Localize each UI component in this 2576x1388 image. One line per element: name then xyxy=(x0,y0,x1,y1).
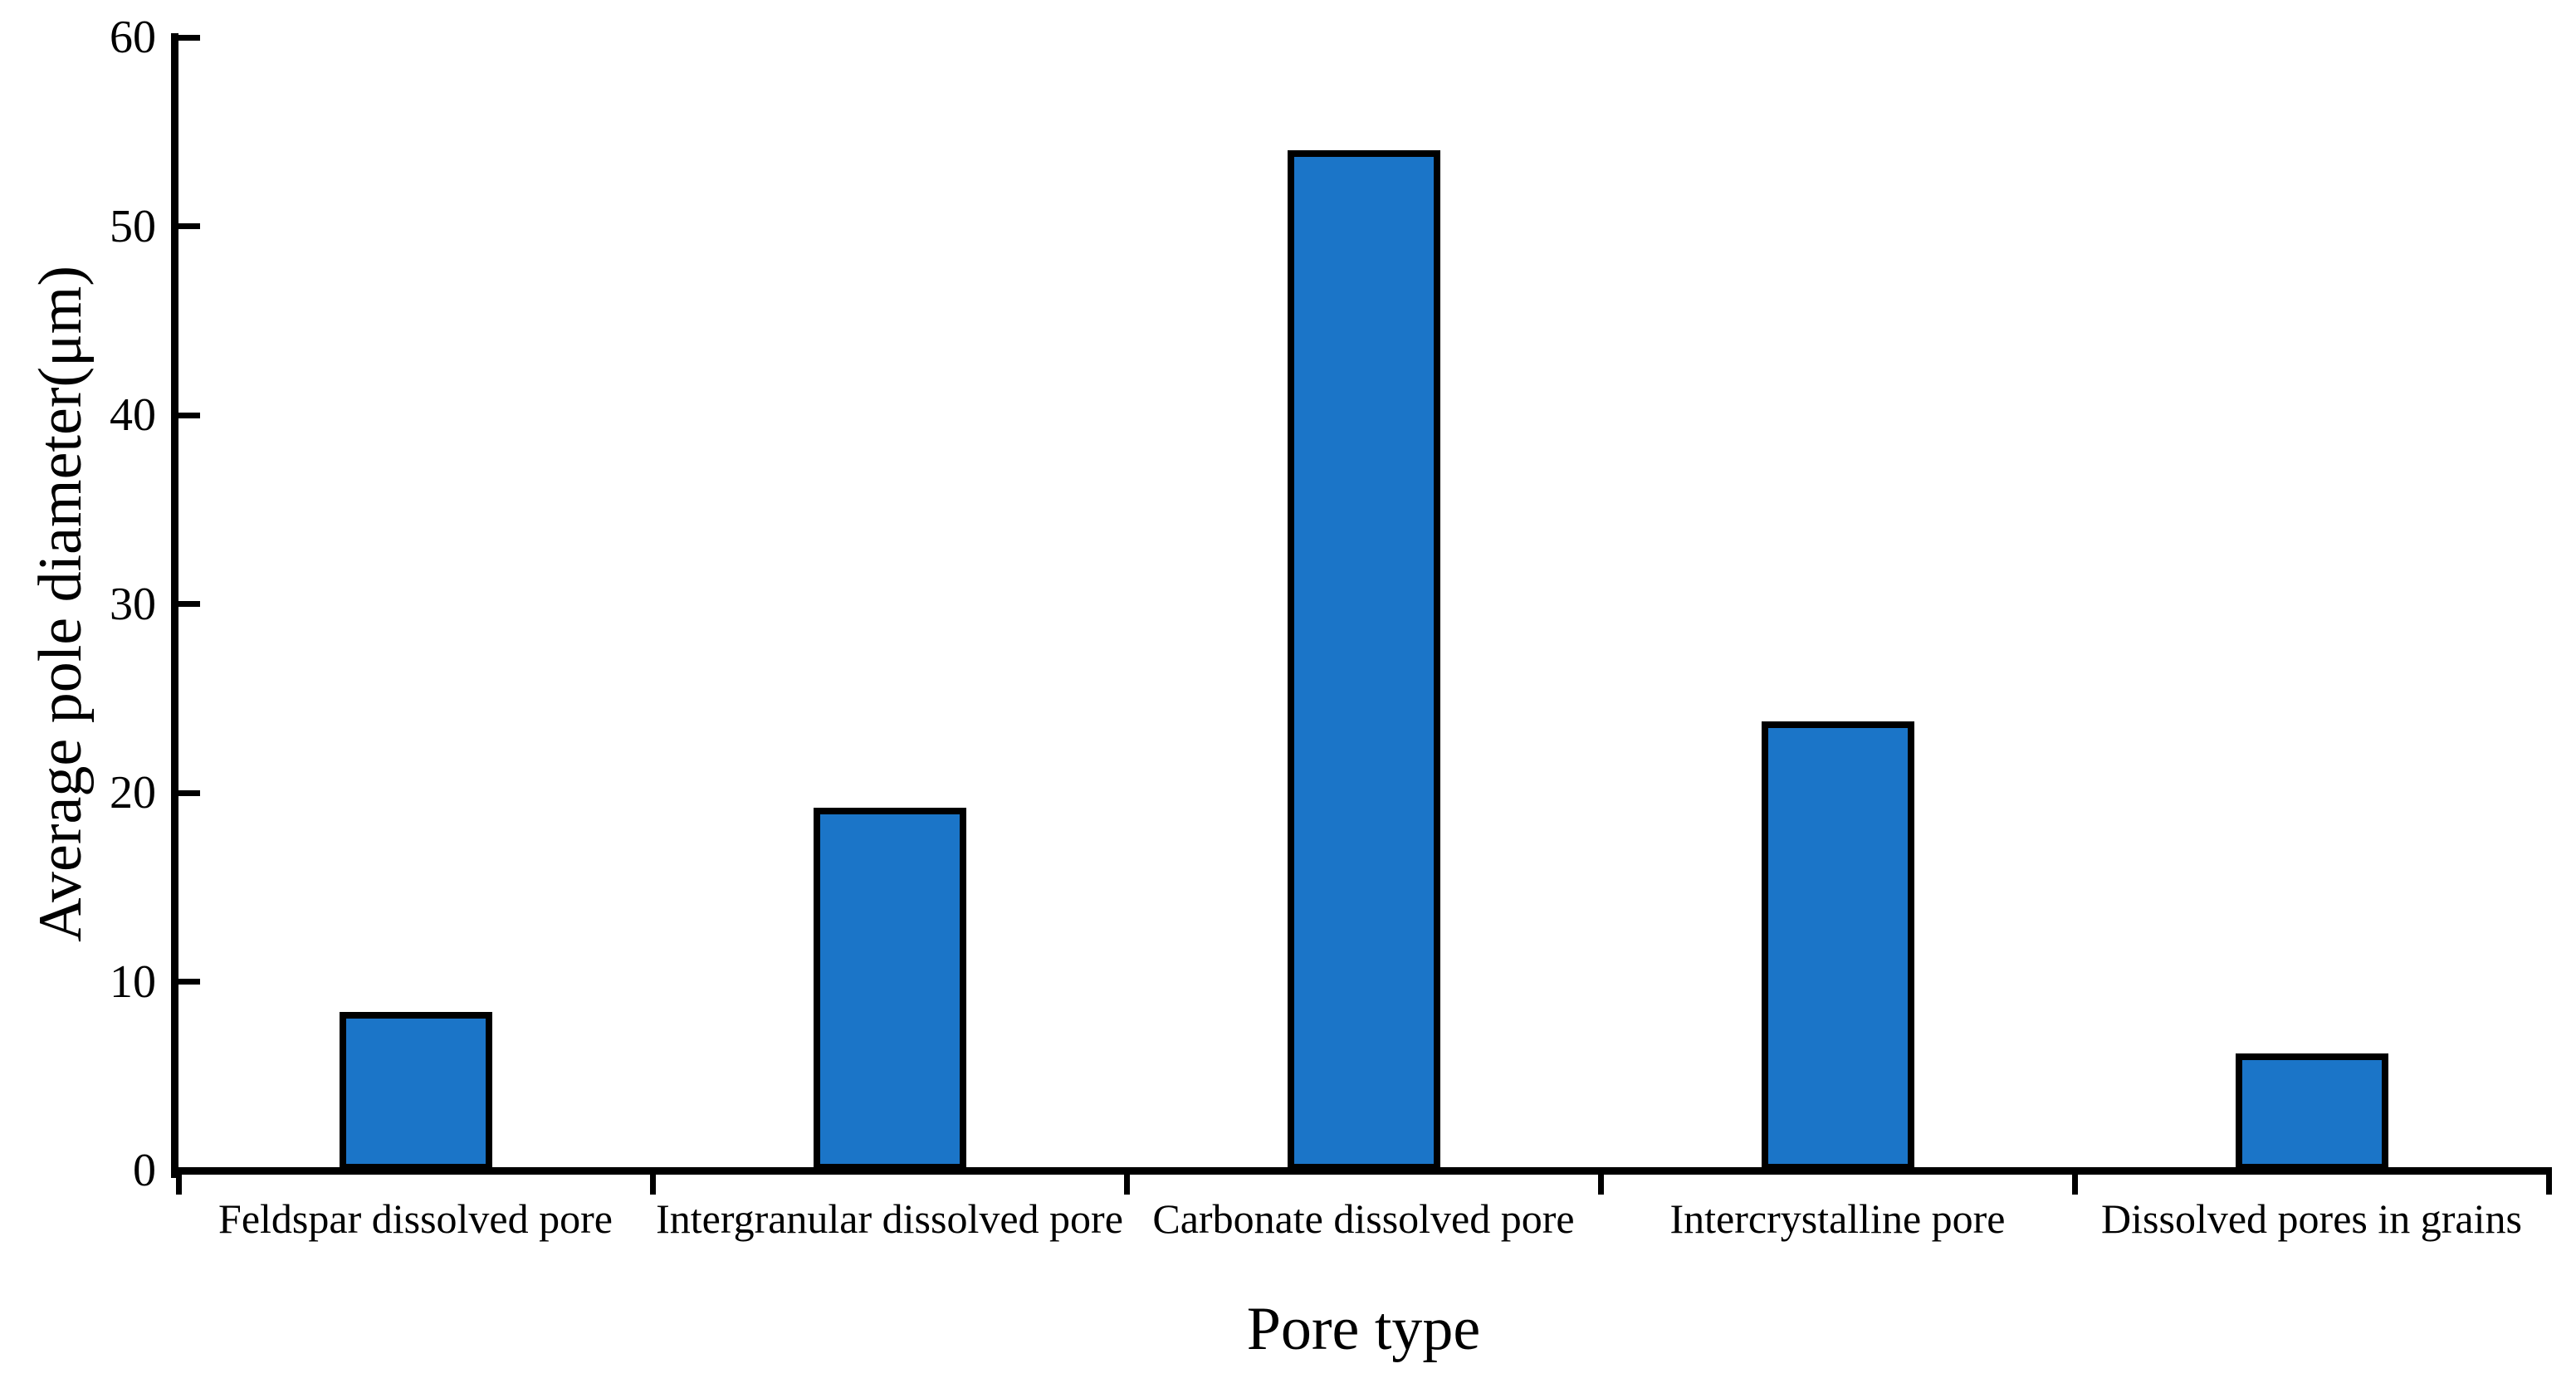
x-category-label-1: Feldspar dissolved pore xyxy=(218,1195,613,1242)
y-tick-label-0: 0 xyxy=(133,1145,156,1196)
y-tick-mark-30 xyxy=(178,601,200,607)
x-category-label-3: Carbonate dissolved pore xyxy=(1152,1195,1575,1242)
y-tick-label-30: 30 xyxy=(110,579,156,630)
x-category-label-4: Intercrystalline pore xyxy=(1669,1195,2006,1242)
x-category-label-5: Dissolved pores in grains xyxy=(2101,1195,2522,1242)
y-tick-label-20: 20 xyxy=(110,767,156,819)
y-tick-label-50: 50 xyxy=(110,201,156,252)
y-tick-mark-60 xyxy=(178,35,200,41)
y-tick-label-10: 10 xyxy=(110,956,156,1008)
y-tick-mark-40 xyxy=(178,413,200,418)
y-tick-mark-50 xyxy=(178,223,200,229)
bar-2 xyxy=(814,808,966,1171)
y-tick-label-60: 60 xyxy=(110,12,156,63)
x-tick-mark-5 xyxy=(2546,1175,2552,1195)
bar-4 xyxy=(1762,721,1914,1171)
x-tick-mark-2 xyxy=(1124,1175,1130,1195)
y-tick-mark-20 xyxy=(178,790,200,796)
bar-1 xyxy=(340,1012,492,1171)
x-tick-mark-3 xyxy=(1598,1175,1604,1195)
x-tick-mark-0 xyxy=(176,1175,182,1195)
x-axis-title: Pore type xyxy=(178,1292,2549,1366)
y-axis-line xyxy=(171,33,178,1178)
x-axis-line xyxy=(171,1167,2552,1175)
bar-3 xyxy=(1288,150,1440,1171)
x-axis-title-text: Pore type xyxy=(1246,1295,1481,1363)
x-category-label-2: Intergranular dissolved pore xyxy=(656,1195,1123,1242)
y-tick-label-40: 40 xyxy=(110,389,156,441)
bar-5 xyxy=(2236,1053,2388,1171)
x-tick-mark-4 xyxy=(2072,1175,2078,1195)
y-tick-mark-10 xyxy=(178,979,200,985)
x-tick-mark-1 xyxy=(650,1175,656,1195)
